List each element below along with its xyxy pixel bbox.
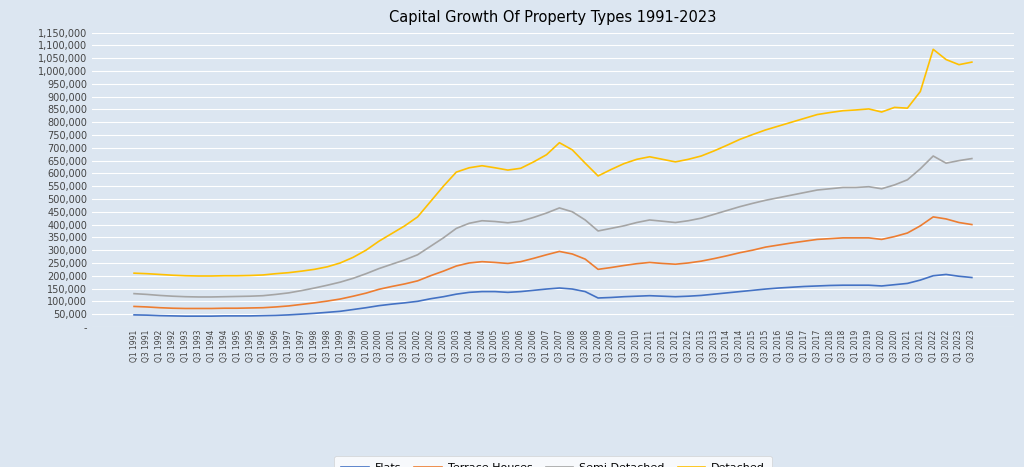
Semi Detached [927,153,939,159]
Terrace Houses [205,306,217,311]
Flats [179,313,191,319]
Terrace Houses [179,306,191,311]
Line: Terrace Houses: Terrace Houses [134,217,972,309]
Semi Detached [966,156,978,162]
Terrace Houses [128,304,140,309]
Flats [798,283,810,289]
Terrace Houses [502,261,514,266]
Semi Detached [798,190,810,195]
Terrace Houses [798,238,810,244]
Terrace Houses [347,293,359,299]
Detached [128,270,140,276]
Line: Semi Detached: Semi Detached [134,156,972,297]
Detached [798,116,810,121]
Terrace Houses [398,281,411,287]
Detached [502,167,514,173]
Detached [193,273,205,279]
Title: Capital Growth Of Property Types 1991-2023: Capital Growth Of Property Types 1991-20… [389,10,717,25]
Semi Detached [502,220,514,226]
Terrace Houses [927,214,939,219]
Line: Flats: Flats [134,275,972,316]
Flats [966,275,978,280]
Detached [927,47,939,52]
Terrace Houses [515,259,527,264]
Flats [205,313,217,319]
Semi Detached [398,257,411,262]
Flats [398,300,411,306]
Flats [347,307,359,312]
Legend: Flats, Terrace Houses, Semi Detached, Detached: Flats, Terrace Houses, Semi Detached, De… [335,456,771,467]
Semi Detached [515,219,527,224]
Flats [940,272,952,277]
Flats [502,290,514,295]
Detached [515,165,527,171]
Flats [515,289,527,294]
Detached [205,273,217,279]
Semi Detached [193,294,205,300]
Line: Detached: Detached [134,50,972,276]
Flats [128,312,140,318]
Detached [398,223,411,229]
Detached [347,255,359,260]
Detached [966,59,978,65]
Terrace Houses [966,222,978,227]
Semi Detached [347,276,359,281]
Semi Detached [128,291,140,297]
Semi Detached [205,294,217,300]
